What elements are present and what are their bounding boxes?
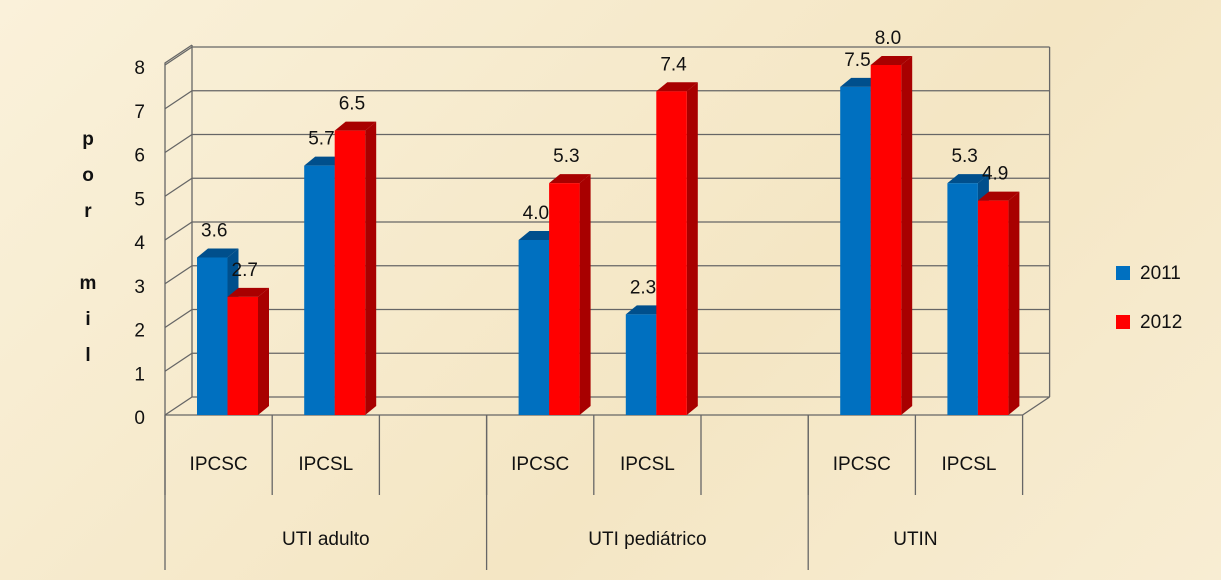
grid-line bbox=[164, 46, 1050, 66]
grid-line bbox=[164, 265, 1050, 285]
bar bbox=[334, 130, 366, 415]
bar bbox=[977, 200, 1009, 415]
data-label: 5.3 bbox=[553, 146, 579, 167]
x-tick-label: IPCSC bbox=[190, 454, 248, 475]
bar bbox=[304, 165, 335, 415]
left-wall bbox=[164, 44, 193, 415]
grid-line bbox=[164, 133, 1050, 154]
x-tick-label: IPCSC bbox=[511, 454, 569, 475]
bar bbox=[947, 183, 978, 415]
bar-side bbox=[258, 287, 269, 415]
grid-line bbox=[164, 90, 1050, 110]
data-label: 6.5 bbox=[339, 94, 365, 115]
bar bbox=[656, 91, 687, 415]
bar-top bbox=[947, 174, 989, 184]
y-tick-label: 0 bbox=[134, 408, 145, 429]
data-label: 2.7 bbox=[232, 260, 258, 281]
bar-top bbox=[656, 82, 698, 92]
bar-side bbox=[365, 121, 377, 415]
y-tick-label: 3 bbox=[134, 277, 145, 298]
bar bbox=[549, 183, 580, 415]
group-label: UTI adulto bbox=[282, 529, 370, 550]
bar-side bbox=[901, 56, 913, 415]
bar bbox=[197, 257, 228, 415]
bar-top bbox=[870, 56, 913, 65]
bar-top bbox=[197, 248, 239, 258]
bar-side bbox=[686, 82, 698, 415]
bar-side bbox=[579, 174, 591, 415]
grid-line bbox=[164, 308, 1050, 329]
group-label: UTI pediátrico bbox=[588, 529, 706, 550]
grid-line bbox=[164, 396, 1050, 416]
bar bbox=[625, 314, 657, 415]
grid-line bbox=[164, 352, 1050, 372]
x-tick-label: IPCSL bbox=[942, 454, 997, 475]
data-label: 5.3 bbox=[951, 146, 977, 167]
y-tick-label: 2 bbox=[134, 321, 145, 342]
group-label: UTIN bbox=[893, 529, 937, 550]
bar bbox=[870, 65, 902, 415]
legend-label: 2012 bbox=[1140, 312, 1182, 333]
grid-line bbox=[164, 177, 1050, 197]
x-tick-label: IPCSL bbox=[298, 454, 353, 475]
data-label: 4.0 bbox=[523, 203, 549, 224]
bar bbox=[518, 240, 550, 415]
y-tick-label: 1 bbox=[134, 364, 145, 385]
data-label: 4.9 bbox=[982, 164, 1008, 185]
data-label: 5.7 bbox=[308, 129, 334, 150]
floor-edge bbox=[165, 396, 1050, 416]
legend-swatch bbox=[1116, 266, 1130, 280]
x-tick-label: IPCSL bbox=[620, 454, 675, 475]
bar-top bbox=[549, 174, 591, 184]
data-label: 8.0 bbox=[875, 28, 901, 49]
bar-top bbox=[227, 287, 269, 297]
data-label: 2.3 bbox=[630, 277, 656, 298]
y-tick-label: 5 bbox=[134, 189, 145, 210]
grid-line bbox=[164, 221, 1050, 241]
bar-top bbox=[334, 121, 377, 131]
data-label: 7.4 bbox=[660, 54, 687, 75]
y-tick-label: 4 bbox=[134, 233, 145, 254]
legend-label: 2011 bbox=[1140, 263, 1181, 284]
y-tick-label: 8 bbox=[134, 58, 145, 79]
bar-top bbox=[977, 191, 1020, 201]
y-tick-label: 6 bbox=[134, 146, 145, 167]
bar bbox=[227, 296, 258, 415]
bar bbox=[840, 86, 871, 415]
legend-swatch bbox=[1116, 315, 1130, 329]
y-tick-label: 7 bbox=[134, 102, 145, 123]
bar-side bbox=[1008, 191, 1020, 415]
data-label: 7.5 bbox=[844, 50, 870, 71]
data-label: 3.6 bbox=[201, 221, 227, 242]
x-tick-label: IPCSC bbox=[833, 454, 891, 475]
